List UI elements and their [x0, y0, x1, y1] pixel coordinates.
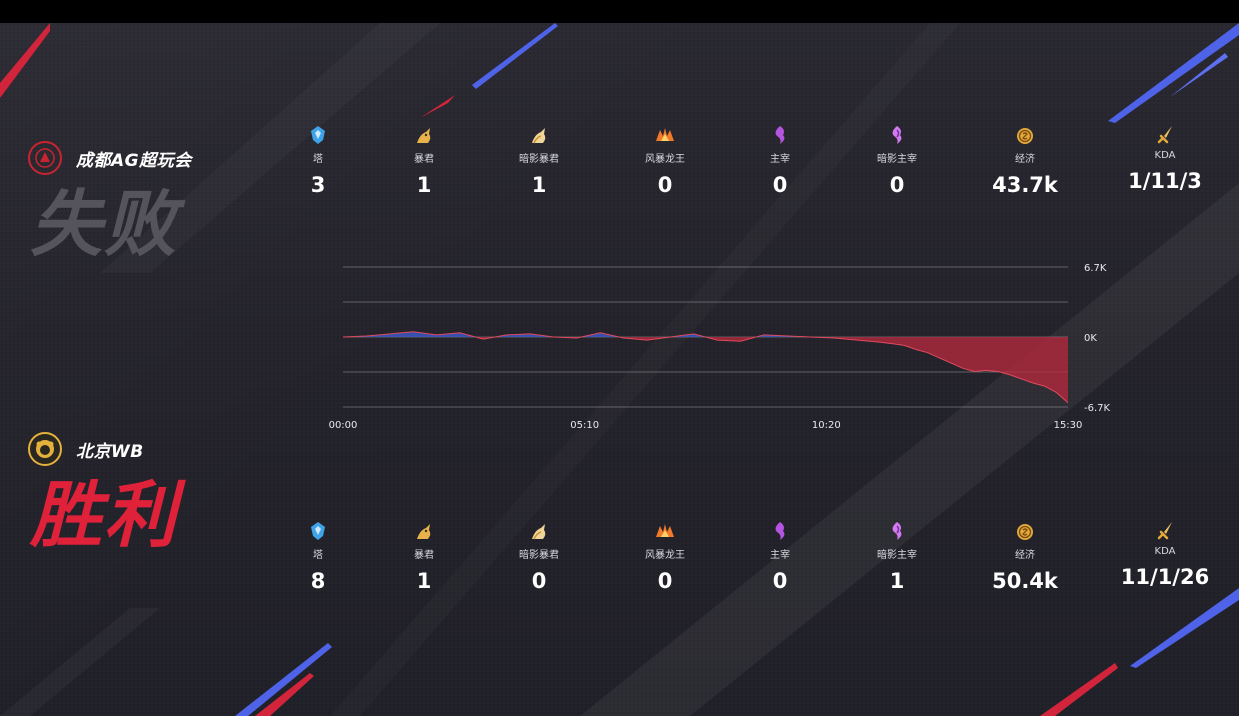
- loser-stat-value: 3: [310, 173, 326, 197]
- chart-x-tick-label: 05:10: [570, 420, 599, 431]
- shadow-overlord-icon: [842, 122, 952, 146]
- stat-label: 主宰: [770, 550, 790, 561]
- loser-stat-value: 1: [531, 173, 547, 197]
- loser-stat-col: 主宰 0: [725, 122, 835, 197]
- winner-result-label: 胜利: [30, 473, 179, 557]
- chart-series-line: [342, 331, 1069, 404]
- tyrant-icon: [369, 518, 479, 542]
- kda-sword-icon: [1110, 518, 1220, 542]
- stat-label: 暴君: [414, 154, 434, 165]
- winner-stat-col: 暴君 1: [369, 518, 479, 593]
- loser-stat-value: 0: [657, 173, 673, 197]
- chart-y-tick-label: -6.7K: [1084, 403, 1111, 414]
- wb-team-logo: [28, 432, 62, 466]
- loser-stat-value: 43.7k: [992, 173, 1058, 197]
- overlord-icon: [725, 518, 835, 542]
- storm-dragon-icon: [610, 518, 720, 542]
- stat-label: 经济: [1015, 550, 1035, 561]
- chart-y-tick-label: 0K: [1084, 333, 1097, 344]
- stat-label: 暗影暴君: [519, 154, 559, 165]
- chart-y-tick-label: 6.7K: [1084, 263, 1107, 274]
- stat-label: 暗影主宰: [877, 154, 917, 165]
- loser-stat-col: KDA 1/11/3: [1110, 122, 1220, 193]
- loser-stat-col: 经济 43.7k: [970, 122, 1080, 197]
- loser-stat-value: 0: [889, 173, 905, 197]
- ag-team-logo: [28, 141, 62, 175]
- winner-stat-col: 主宰 0: [725, 518, 835, 593]
- winner-stat-col: KDA 11/1/26: [1110, 518, 1220, 589]
- loser-result-label: 失败: [30, 182, 179, 266]
- winner-stat-value: 11/1/26: [1120, 565, 1210, 589]
- chart-x-tick-label: 15:30: [1054, 420, 1083, 431]
- loser-team-header: 成都AG超玩会: [28, 141, 192, 175]
- winner-stat-value: 50.4k: [992, 569, 1058, 593]
- winner-stat-value: 0: [657, 569, 673, 593]
- winner-stat-value: 0: [772, 569, 788, 593]
- winner-stat-col: 暗影暴君 0: [484, 518, 594, 593]
- shadow-tyrant-icon: [484, 518, 594, 542]
- loser-stat-col: 暗影暴君 1: [484, 122, 594, 197]
- winner-team-name: 北京WB: [76, 441, 144, 462]
- loser-stat-col: 风暴龙王 0: [610, 122, 720, 197]
- loser-stat-value: 1/11/3: [1128, 169, 1202, 193]
- stat-label: 暗影主宰: [877, 550, 917, 561]
- tower-icon: [263, 518, 373, 542]
- stat-label: 风暴龙王: [645, 550, 685, 561]
- winner-stat-value: 0: [531, 569, 547, 593]
- loser-stat-value: 1: [416, 173, 432, 197]
- gold-icon: [970, 518, 1080, 542]
- chart-area-positive: [343, 331, 1068, 337]
- post-match-stats-screen: 成都AG超玩会 失败 北京WB 胜利 塔 3 暴君 1 暗影暴君 1 风暴龙王 0 主宰 0 暗影主…: [0, 23, 1239, 716]
- stat-label: 主宰: [770, 154, 790, 165]
- winner-stat-col: 风暴龙王 0: [610, 518, 720, 593]
- winner-stat-value: 1: [889, 569, 905, 593]
- gold-difference-chart: 6.7K 0K -6.7K 00:00 05:10 10:20 15:30: [329, 263, 1111, 431]
- loser-team-name: 成都AG超玩会: [76, 150, 192, 171]
- gold-icon: [970, 122, 1080, 146]
- tower-icon: [263, 122, 373, 146]
- chart-x-tick-label: 10:20: [812, 420, 841, 431]
- shadow-tyrant-icon: [484, 122, 594, 146]
- background-decoration: [0, 23, 1239, 716]
- loser-stat-value: 0: [772, 173, 788, 197]
- chart-x-tick-label: 00:00: [329, 420, 358, 431]
- kda-sword-icon: [1110, 122, 1220, 146]
- stat-label: 塔: [313, 154, 323, 165]
- winner-stat-col: 暗影主宰 1: [842, 518, 952, 593]
- stat-label: 暗影暴君: [519, 550, 559, 561]
- shadow-overlord-icon: [842, 518, 952, 542]
- tyrant-icon: [369, 122, 479, 146]
- storm-dragon-icon: [610, 122, 720, 146]
- winner-team-header: 北京WB: [28, 432, 144, 466]
- overlord-icon: [725, 122, 835, 146]
- top-black-bar: [0, 0, 1239, 23]
- stat-label: 塔: [313, 550, 323, 561]
- winner-stat-col: 经济 50.4k: [970, 518, 1080, 593]
- ag-logo-icon: [35, 148, 55, 168]
- wb-logo-icon: [36, 440, 54, 458]
- winner-stat-value: 8: [310, 569, 326, 593]
- chart-area-negative: [343, 337, 1068, 403]
- stat-label: KDA: [1154, 546, 1176, 557]
- stat-label: KDA: [1154, 150, 1176, 161]
- stat-label: 经济: [1015, 154, 1035, 165]
- winner-stat-value: 1: [416, 569, 432, 593]
- loser-stat-col: 暗影主宰 0: [842, 122, 952, 197]
- loser-stat-col: 暴君 1: [369, 122, 479, 197]
- stat-label: 风暴龙王: [645, 154, 685, 165]
- stat-label: 暴君: [414, 550, 434, 561]
